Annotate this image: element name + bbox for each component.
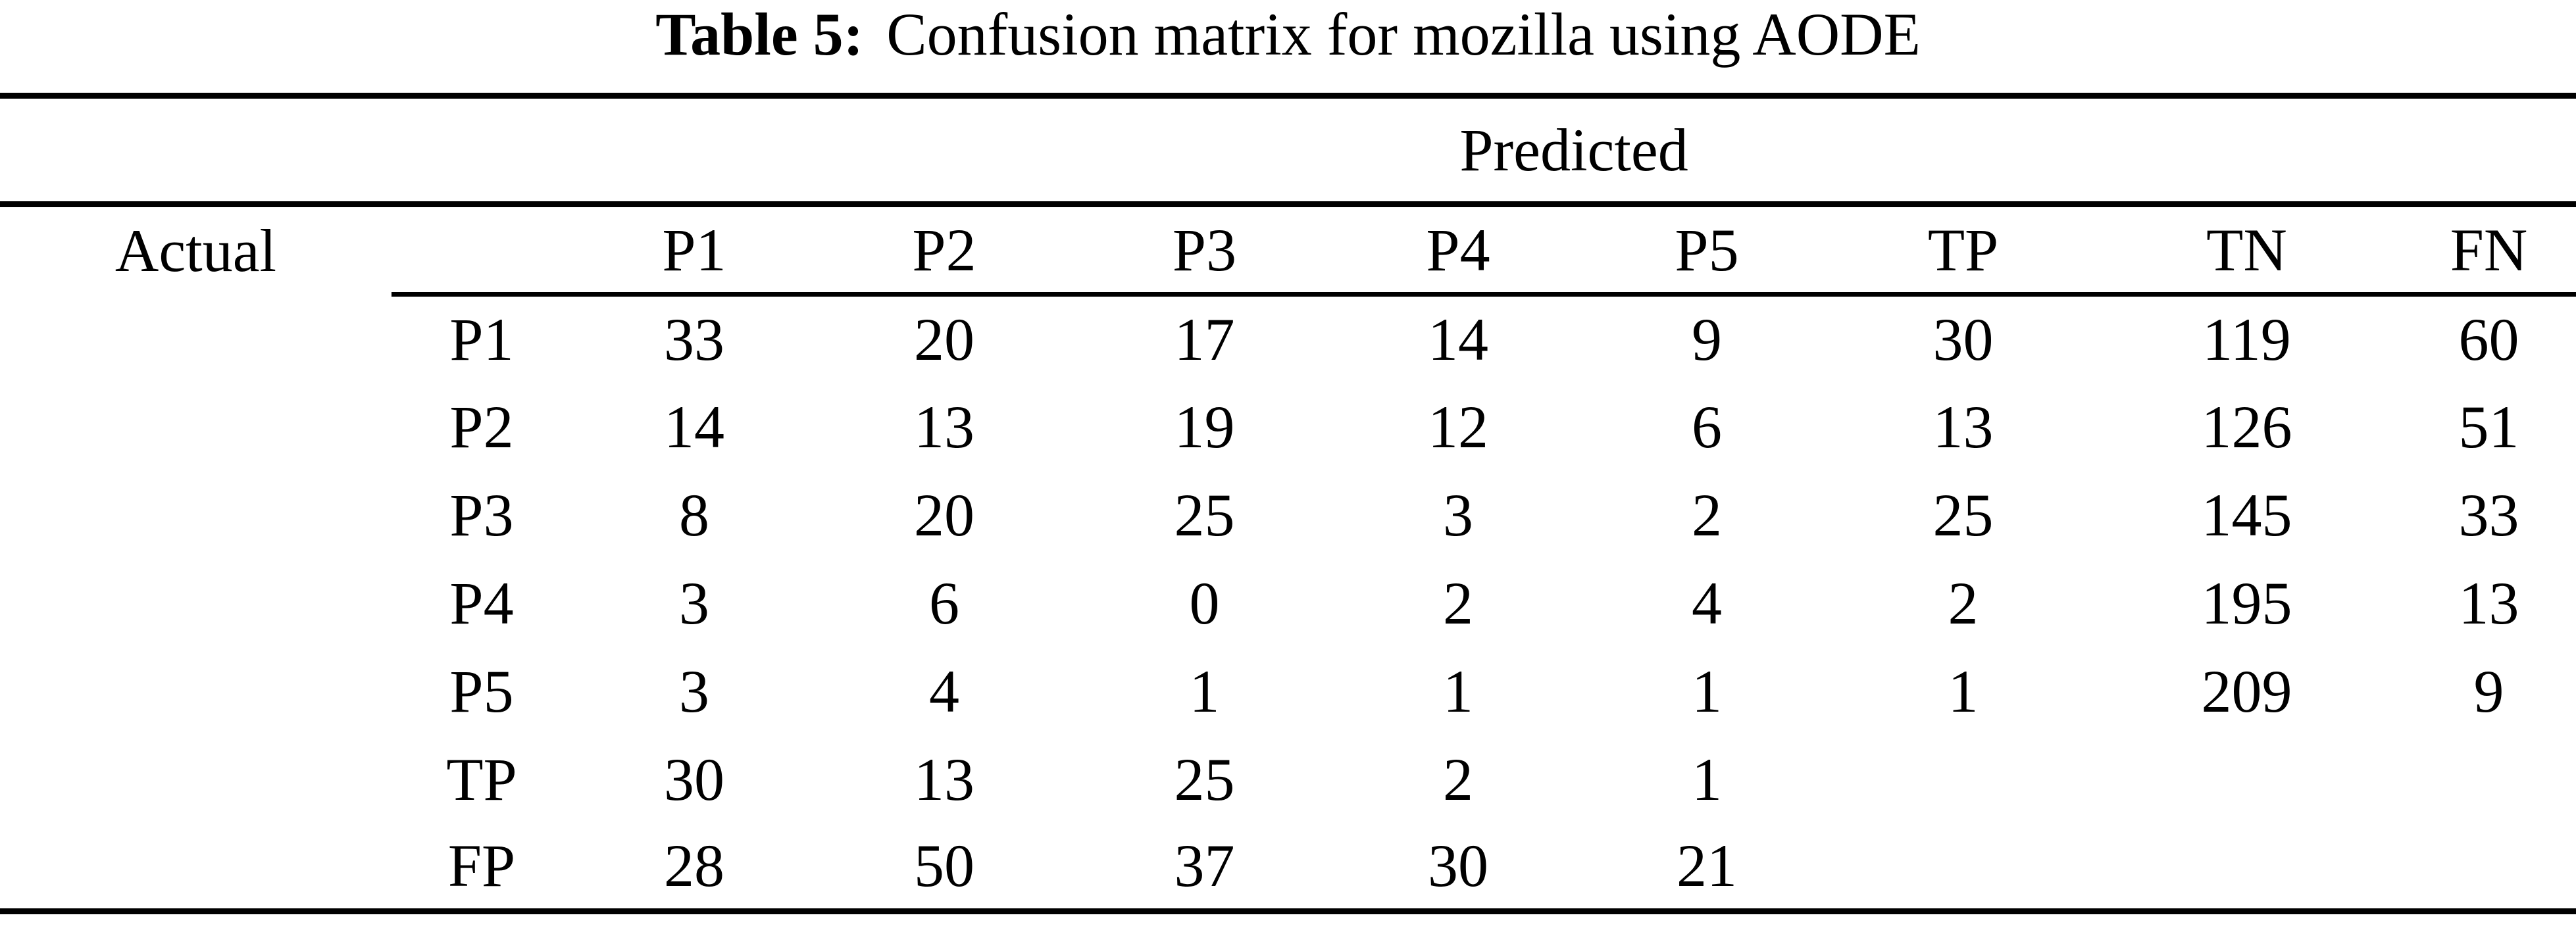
row-label: P2 [449,393,514,460]
table-cell: 13 [2458,569,2519,637]
table-cell: 20 [914,481,974,549]
row-spacer [0,647,391,735]
table-cell: 1 [1189,657,1220,725]
row-label: P3 [449,481,514,549]
col-header-p4: P4 [1337,204,1579,297]
row-spacer [0,559,391,647]
table-row-p4: P4 3 6 0 2 4 2 195 13 [0,559,2576,647]
row-spacer [0,295,391,383]
table-row-p5: P5 3 4 1 1 1 1 209 9 [0,647,2576,735]
table-cell: 3 [679,657,709,725]
table-cell: 4 [929,657,959,725]
table-cell: 25 [1174,481,1235,549]
table-cell: 3 [679,569,709,637]
row-spacer [0,735,391,823]
table-cell: 51 [2458,393,2519,460]
row-label: TP [446,745,517,813]
table-cell: 20 [914,306,974,374]
table-cell: 0 [1189,569,1220,637]
table-row-p1: P1 33 20 17 14 9 30 119 60 [0,295,2576,383]
table-cell [1834,823,2092,914]
table-cell: 14 [1428,306,1488,374]
table-cell: 33 [664,306,724,374]
table-cell: 195 [2201,569,2292,637]
table-cell [2092,735,2402,823]
column-header-row: Actual P1 P2 P3 P4 P5 TP TN FN [0,204,2576,297]
table-cell: 145 [2201,481,2292,549]
table-cell [2402,823,2576,914]
row-spacer [0,383,391,471]
table-cell: 9 [1692,306,1722,374]
row-label: P5 [449,657,514,725]
table-cell: 50 [817,823,1072,914]
col-header-p5: P5 [1579,204,1834,297]
confusion-matrix-table: Predicted Actual P1 P2 P3 P4 P5 TP TN FN… [0,93,2576,914]
table-cell: 14 [664,393,724,460]
table-cell: 2 [1443,569,1473,637]
table-cell: 3 [1443,481,1473,549]
table-cell: 126 [2201,393,2292,460]
table-cell: 30 [1932,306,1994,374]
table-cell: 19 [1174,393,1235,460]
table-cell: 60 [2458,306,2519,374]
table-cell: 9 [2473,657,2504,725]
table-cell: 13 [914,393,974,460]
table-cell: 21 [1579,823,1834,914]
table-cell: 119 [2202,306,2291,374]
table-cell: 1 [1692,657,1722,725]
table-cell [2092,823,2402,914]
col-header-p2: P2 [817,204,1072,297]
table-cell: 2 [1443,745,1473,813]
col-header-fn: FN [2402,204,2576,297]
col-header-p1: P1 [572,204,817,297]
table-caption: Table 5: Confusion matrix for mozilla us… [0,0,2576,93]
table-cell: 1 [1692,745,1722,813]
row-axis-label: Actual [114,217,277,285]
table-row-tp: TP 30 13 25 2 1 [0,735,2576,823]
table-row-fp: FP 28 50 37 30 21 [0,823,2576,914]
table-cell: 6 [929,569,959,637]
group-header-predicted: Predicted [572,93,2576,207]
row-label: P1 [449,306,514,374]
col-header-p3: P3 [1072,204,1337,297]
table-cell: 28 [572,823,817,914]
row-label: P4 [449,569,514,637]
table-cell: 25 [1932,481,1994,549]
group-header-row: Predicted [0,93,2576,207]
table-row-p2: P2 14 13 19 12 6 13 126 51 [0,383,2576,471]
table-cell: 8 [679,481,709,549]
table-cell: 2 [1692,481,1722,549]
table-cell [1834,735,2092,823]
table-cell [2402,735,2576,823]
row-label: FP [391,823,572,914]
table-cell: 25 [1174,745,1235,813]
table-cell: 1 [1443,657,1473,725]
table-caption-title: Confusion matrix for mozilla using AODE [886,1,1921,68]
table-cell: 37 [1072,823,1337,914]
table-row-p3: P3 8 20 25 3 2 25 145 33 [0,471,2576,559]
table-cell: 1 [1948,657,1979,725]
row-spacer [0,823,391,914]
row-label-column-header [391,204,572,297]
col-header-tp: TP [1834,204,2092,297]
table-cell: 13 [914,745,974,813]
table-caption-number: Table 5: [655,1,864,68]
table-cell: 30 [664,745,724,813]
row-spacer [0,471,391,559]
table-cell: 33 [2458,481,2519,549]
table-cell: 12 [1428,393,1488,460]
table-cell: 4 [1692,569,1722,637]
table-cell: 13 [1932,393,1994,460]
table-cell: 209 [2201,657,2292,725]
table-cell: 6 [1692,393,1722,460]
table-cell: 17 [1174,306,1235,374]
table-cell: 2 [1948,569,1979,637]
table-cell: 30 [1337,823,1579,914]
col-header-tn: TN [2092,204,2402,297]
group-header-spacer [0,93,572,207]
